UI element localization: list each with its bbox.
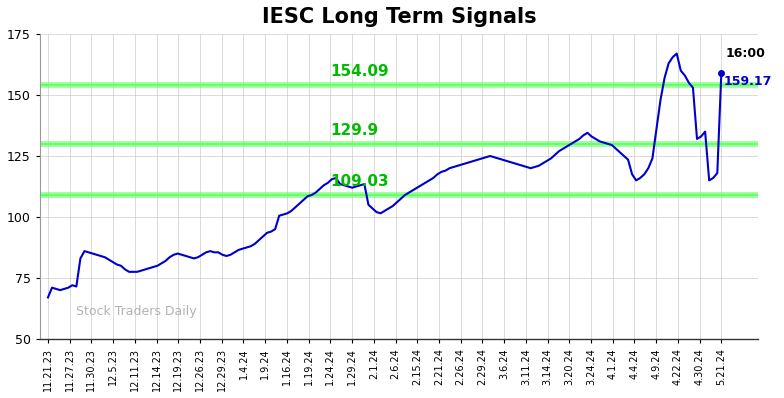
Bar [40,192,758,198]
Text: Stock Traders Daily: Stock Traders Daily [76,304,196,318]
Bar [40,82,758,88]
Text: 154.09: 154.09 [331,64,390,79]
Text: 159.17: 159.17 [724,75,771,88]
Title: IESC Long Term Signals: IESC Long Term Signals [262,7,536,27]
Text: 129.9: 129.9 [331,123,379,138]
Text: 16:00: 16:00 [725,47,765,60]
Text: 109.03: 109.03 [331,174,390,189]
Bar [40,141,758,147]
